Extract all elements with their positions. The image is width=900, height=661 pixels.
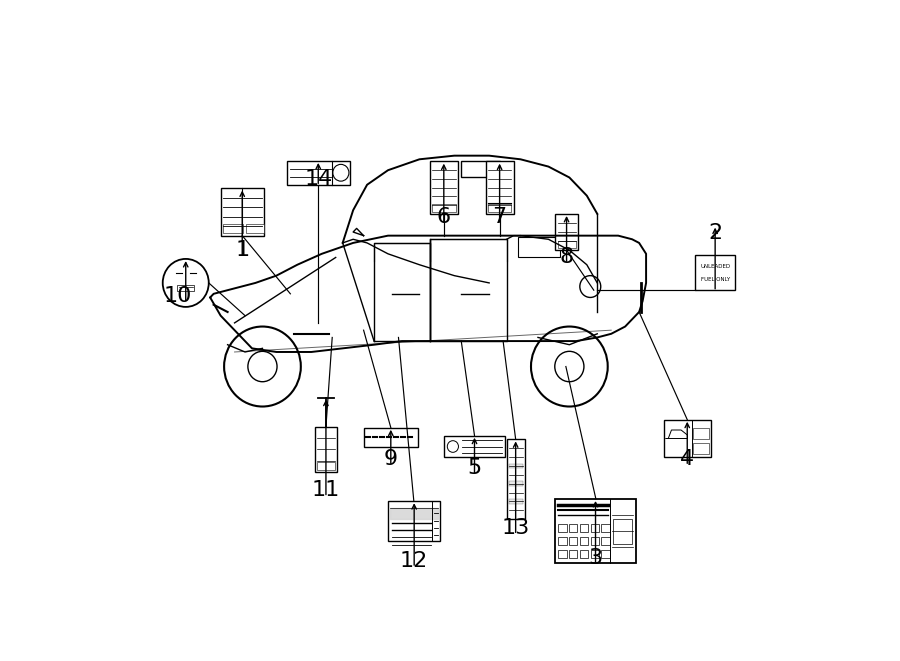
Bar — [430, 161, 458, 214]
Bar — [507, 440, 525, 520]
Bar — [508, 464, 523, 468]
Bar — [486, 161, 514, 214]
Text: 1: 1 — [235, 240, 249, 260]
Text: 13: 13 — [501, 518, 530, 538]
Bar — [569, 537, 578, 545]
Bar — [557, 241, 576, 248]
Bar — [590, 537, 599, 545]
Bar — [388, 501, 440, 541]
Bar — [663, 420, 711, 457]
Bar — [177, 285, 194, 292]
Bar — [613, 520, 632, 543]
Bar — [317, 461, 335, 470]
Text: 6: 6 — [436, 208, 451, 227]
Text: 10: 10 — [164, 286, 193, 306]
Bar — [590, 550, 599, 559]
Bar — [555, 214, 578, 250]
Bar — [590, 524, 599, 532]
Bar — [488, 204, 511, 212]
Text: 7: 7 — [492, 208, 507, 227]
Text: 2: 2 — [708, 223, 722, 243]
Bar — [601, 524, 610, 532]
Bar — [569, 524, 578, 532]
Bar — [580, 550, 589, 559]
Bar — [364, 428, 418, 447]
Bar — [693, 443, 709, 453]
Bar — [580, 537, 589, 545]
Bar — [558, 537, 567, 545]
Bar — [432, 204, 455, 212]
Bar — [601, 537, 610, 545]
Text: UNLEADED: UNLEADED — [700, 264, 730, 269]
Bar — [601, 550, 610, 559]
Bar — [220, 188, 264, 236]
Bar — [444, 436, 505, 457]
Text: 9: 9 — [383, 449, 398, 469]
Text: 11: 11 — [311, 480, 340, 500]
Bar — [695, 255, 735, 290]
Bar — [558, 524, 567, 532]
Text: 8: 8 — [560, 247, 573, 267]
Text: 4: 4 — [680, 449, 694, 469]
Text: 12: 12 — [400, 551, 428, 570]
Bar — [287, 161, 349, 184]
Bar — [508, 499, 523, 504]
Bar — [518, 237, 561, 257]
Bar — [508, 481, 523, 486]
Text: 14: 14 — [304, 169, 332, 189]
Text: 5: 5 — [467, 458, 482, 479]
Bar — [558, 550, 567, 559]
Bar — [569, 550, 578, 559]
Text: FUEL ONLY: FUEL ONLY — [700, 276, 730, 282]
Bar — [223, 224, 243, 233]
Bar — [461, 161, 500, 176]
Bar — [246, 224, 264, 233]
Bar — [315, 427, 338, 472]
Bar — [555, 499, 635, 563]
Text: 3: 3 — [588, 548, 602, 568]
Bar — [693, 428, 709, 439]
Bar — [580, 524, 589, 532]
